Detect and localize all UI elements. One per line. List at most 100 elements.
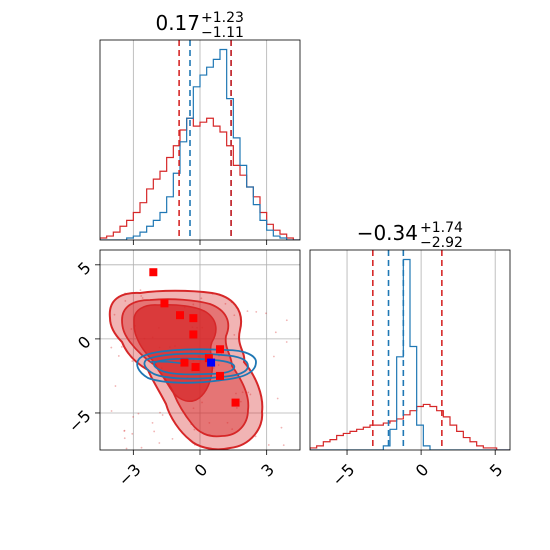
right-x-tick-label: −5: [328, 460, 358, 490]
red-square-marker: [189, 314, 198, 323]
sample-dot: [255, 310, 258, 313]
sample-dot: [110, 346, 113, 349]
sample-dot: [235, 407, 238, 409]
red-histogram-step: [310, 403, 510, 450]
contour-scatter-panel: −3 0 3 −5 0 5: [65, 249, 301, 490]
sample-dot: [139, 289, 142, 292]
top-histogram-title-minus: −1.11: [201, 25, 244, 41]
blue-contour-middle: [143, 352, 249, 380]
right-histogram-ticks: −5 0 5: [328, 450, 506, 490]
sample-dot: [254, 435, 257, 438]
red-square-marker: [160, 299, 169, 308]
sample-dot: [117, 355, 120, 357]
sample-dot: [282, 444, 285, 447]
y-tick-label: 0: [74, 332, 95, 353]
sample-dot: [131, 360, 134, 362]
sample-dot: [265, 312, 267, 315]
sample-dot: [123, 430, 126, 432]
top-histogram-ticks: [132, 240, 268, 245]
sample-dot: [140, 446, 143, 449]
top-histogram-title-value: 0.17: [155, 11, 200, 35]
red-square-marker: [231, 398, 240, 407]
sample-dot: [239, 400, 242, 403]
sample-dot: [114, 385, 117, 387]
sample-dot: [212, 367, 215, 369]
red-square-marker: [180, 358, 189, 367]
sample-dot: [231, 428, 234, 431]
sample-dot: [224, 302, 227, 305]
red-square-marker: [216, 345, 224, 354]
right-x-tick-label: 5: [486, 460, 507, 481]
sample-dot: [249, 393, 252, 396]
right-histogram-quantile-lines: [372, 250, 443, 450]
right-histogram-title-value: −0.34: [357, 221, 418, 245]
sample-dot: [274, 331, 277, 334]
top-histogram-quantile-lines: [178, 40, 232, 240]
right-histogram-title-minus: −2.92: [420, 235, 463, 251]
x-tick-label: −3: [115, 460, 145, 490]
sample-markers: [149, 268, 240, 407]
sample-dot: [110, 410, 113, 412]
right-histogram-panel: −5 0 5 −0.34 +1.74 −2.92: [309, 220, 511, 490]
red-square-marker: [204, 354, 213, 363]
sample-dot: [273, 355, 275, 358]
sample-dot: [246, 310, 249, 312]
right-x-tick-label: 0: [412, 460, 433, 481]
sample-dot: [235, 392, 237, 395]
sample-dot: [124, 300, 127, 302]
sample-dot: [276, 397, 279, 400]
sample-dot: [123, 437, 126, 440]
sample-dot: [132, 416, 135, 418]
y-tick-label: −5: [65, 406, 95, 436]
sample-dot: [131, 432, 134, 435]
contour-plot-area: [108, 268, 288, 450]
right-histogram-series: [310, 258, 510, 450]
blue-histogram-step: [100, 48, 300, 240]
sample-dot: [280, 426, 283, 429]
red-square-marker: [176, 311, 184, 320]
sample-dot: [159, 411, 161, 414]
sample-dot: [200, 297, 203, 300]
red-square-marker: [191, 363, 200, 372]
sample-dot: [151, 421, 154, 424]
sample-dot: [201, 401, 203, 404]
sample-dot: [233, 314, 236, 317]
sample-dot: [217, 364, 220, 366]
sample-dot: [193, 428, 196, 431]
blue-contour-outer: [136, 348, 257, 384]
sample-dot: [137, 412, 140, 415]
sample-dot: [208, 422, 211, 424]
sample-dot: [241, 391, 244, 394]
blue-histogram-step: [310, 258, 510, 450]
right-histogram-frame: [309, 249, 511, 451]
red-square-marker: [149, 268, 158, 277]
top-histogram-series: [100, 48, 300, 240]
top-histogram-grid: [132, 40, 268, 240]
sample-dot: [125, 447, 128, 450]
sample-dot: [192, 303, 195, 306]
red-histogram-step: [100, 117, 300, 240]
sample-dot: [192, 407, 195, 410]
y-tick-label: 5: [74, 258, 95, 279]
sample-dot: [267, 444, 270, 446]
x-tick-label: 0: [191, 460, 212, 481]
sample-dot: [285, 319, 288, 322]
sample-dot: [226, 421, 229, 424]
red-contour-inner: [133, 304, 217, 402]
sample-dot: [171, 437, 174, 440]
red-square-marker: [189, 330, 198, 339]
sample-dot: [233, 334, 236, 336]
sample-dot: [158, 442, 161, 444]
top-histogram-panel: 0.17 +1.23 −1.11: [99, 10, 301, 245]
sample-dot: [153, 430, 156, 433]
sample-dot: [141, 297, 144, 299]
sample-dot: [130, 328, 133, 330]
sample-dot: [123, 429, 126, 432]
sample-dot: [140, 295, 143, 297]
sample-dot: [120, 346, 123, 348]
blue-square-marker: [207, 358, 216, 367]
x-tick-label: 3: [257, 460, 278, 481]
sample-dot: [161, 414, 164, 416]
sample-dot: [113, 313, 116, 316]
